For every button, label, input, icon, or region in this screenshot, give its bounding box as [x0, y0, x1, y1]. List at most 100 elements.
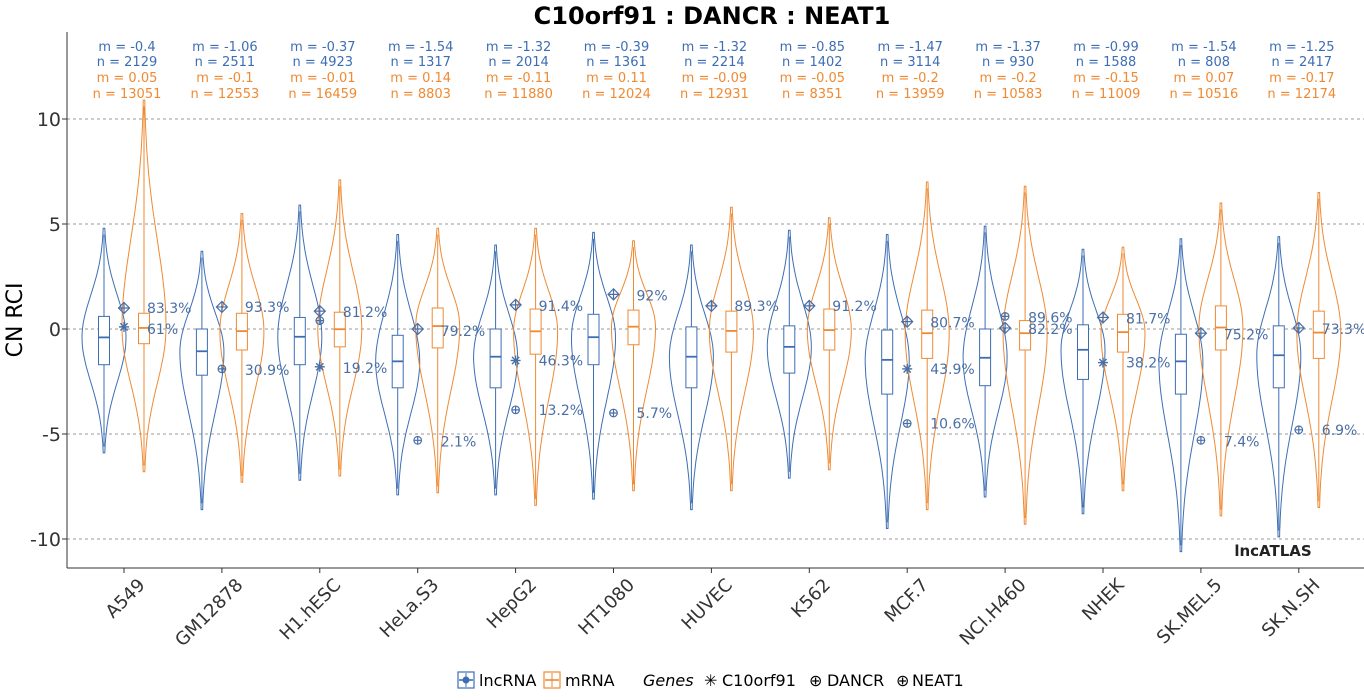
mrna-violin	[806, 217, 852, 471]
lncrna-violin	[1158, 238, 1204, 553]
lncrna-violin	[1256, 236, 1302, 538]
lncrna-n-label: n = 2214	[684, 55, 744, 70]
mrna-n-label: n = 13051	[93, 87, 162, 102]
dancr-marker	[900, 315, 914, 328]
x-tick-label: HT1080	[574, 575, 639, 640]
mrna-violin	[317, 179, 363, 477]
percent-label: 7.4%	[1224, 434, 1260, 450]
legend-lncrna-key	[457, 671, 475, 689]
lncrna-box	[293, 316, 306, 366]
dancr-marker	[1194, 326, 1208, 340]
lncrna-m-label: m = -0.99	[1073, 40, 1138, 55]
watermark: lncATLAS	[1234, 542, 1311, 560]
percent-label: 38.2%	[1126, 356, 1170, 372]
cell-group: 81.2% 19.2%	[277, 179, 387, 481]
mrna-violin	[1296, 192, 1342, 508]
mrna-m-label: m = -0.15	[1073, 71, 1138, 86]
cell-group: 73.3% 6.9%	[1256, 192, 1364, 538]
mrna-violin	[121, 99, 167, 473]
legend: lncRNA mRNA Genes ✳ C10orf91 ⊕ DANCR ⊕ N…	[457, 671, 964, 690]
dancr-marker	[802, 299, 816, 313]
mrna-violin	[513, 227, 559, 506]
mrna-box	[1312, 310, 1325, 359]
mrna-n-label: n = 12931	[680, 87, 749, 102]
x-tick-label: NCI.H460	[956, 575, 1031, 650]
y-tick-label: 5	[49, 214, 61, 236]
x-tick-label: K562	[787, 575, 834, 622]
c10orf91-marker	[314, 361, 325, 372]
mrna-m-label: m = -0.05	[780, 71, 845, 86]
lncrna-m-label: m = -1.32	[682, 40, 747, 55]
lncrna-n-label: n = 1361	[586, 55, 646, 70]
percent-label: 89.3%	[734, 299, 778, 315]
cell-group: 89.3%	[668, 206, 779, 511]
lncrna-violin	[375, 234, 421, 496]
dancr-marker	[215, 300, 229, 314]
lncrna-violin	[1060, 248, 1106, 515]
legend-mrna-key	[543, 671, 561, 689]
y-tick-label: -5	[42, 424, 61, 446]
lncrna-n-label: n = 930	[982, 55, 1034, 70]
mrna-m-label: m = -0.2	[980, 71, 1037, 86]
lncrna-m-label: m = -0.39	[584, 40, 649, 55]
lncrna-n-label: n = 4923	[293, 55, 353, 70]
neat1-marker	[1000, 312, 1010, 321]
mrna-n-label: n = 12553	[191, 87, 260, 102]
x-tick-label: SK.N.SH	[1258, 575, 1325, 642]
y-tick-label: 10	[37, 109, 61, 131]
percent-label: 89.6%	[1028, 310, 1072, 326]
percent-label: 19.2%	[343, 361, 387, 377]
lncrna-box	[587, 313, 600, 366]
x-axis-ticks: A549 GM12878 H1.hESC HeLa.S3 HepG2 HT1080 HUVE…	[102, 568, 1325, 651]
mrna-n-label: n = 12174	[1267, 87, 1336, 102]
lncrna-m-label: m = -1.54	[388, 40, 453, 55]
mrna-violin	[219, 213, 265, 483]
mrna-violin	[1100, 246, 1146, 492]
x-tick-label: MCF.7	[881, 575, 933, 627]
x-tick-label: H1.hESC	[276, 575, 346, 645]
mrna-m-label: m = -0.09	[682, 71, 747, 86]
neat1-marker	[315, 316, 325, 326]
x-tick-label: HeLa.S3	[376, 575, 443, 642]
lncrna-violin	[864, 234, 910, 529]
lncrna-box	[489, 328, 502, 389]
lncrna-violin	[962, 225, 1008, 498]
cell-group: 81.7% 38.2%	[1060, 246, 1170, 515]
mrna-violin	[415, 227, 461, 494]
mrna-n-label: n = 13959	[876, 87, 945, 102]
percent-label: 6.9%	[1322, 423, 1358, 439]
lncrna-m-label: m = -0.37	[290, 40, 355, 55]
mrna-m-label: m = -0.2	[882, 71, 939, 86]
lncrna-violin	[570, 231, 617, 500]
neat1-marker	[1294, 425, 1304, 435]
x-tick-label: SK.MEL.5	[1153, 575, 1227, 649]
mrna-n-label: n = 10516	[1170, 87, 1239, 102]
dancr-marker	[1096, 311, 1110, 324]
plot-area: 83.3%61%93.3%30.9%81.2%19.2%79.2%2.1%91.…	[81, 99, 1364, 553]
neat1-marker	[217, 364, 227, 374]
x-tick-label: NHEK	[1078, 574, 1129, 625]
legend-neat1-symbol: ⊕	[896, 671, 909, 690]
lncrna-n-label: n = 808	[1178, 55, 1230, 70]
neat1-marker	[413, 435, 423, 445]
mrna-n-label: n = 8351	[782, 87, 842, 102]
percent-label: 10.6%	[930, 417, 974, 433]
lncrna-violin	[81, 227, 127, 454]
lncrna-m-label: m = -0.85	[780, 40, 845, 55]
mrna-n-label: n = 10583	[974, 87, 1043, 102]
mrna-violin	[708, 206, 754, 492]
legend-c10orf91-label: C10orf91	[722, 671, 796, 690]
x-tick-label: GM12878	[171, 575, 247, 651]
c10orf91-marker	[902, 363, 913, 374]
percent-label: 43.9%	[930, 362, 974, 378]
lncrna-m-label: m = -1.37	[975, 40, 1040, 55]
legend-neat1-label: NEAT1	[912, 671, 964, 690]
dancr-marker	[705, 299, 718, 313]
lncrna-n-label: n = 1402	[782, 55, 842, 70]
y-tick-label: 0	[49, 319, 61, 341]
legend-dancr-label: DANCR	[827, 671, 884, 690]
mrna-violin	[611, 240, 656, 492]
lncrna-n-label: n = 1588	[1076, 55, 1136, 70]
mrna-box	[431, 307, 444, 349]
